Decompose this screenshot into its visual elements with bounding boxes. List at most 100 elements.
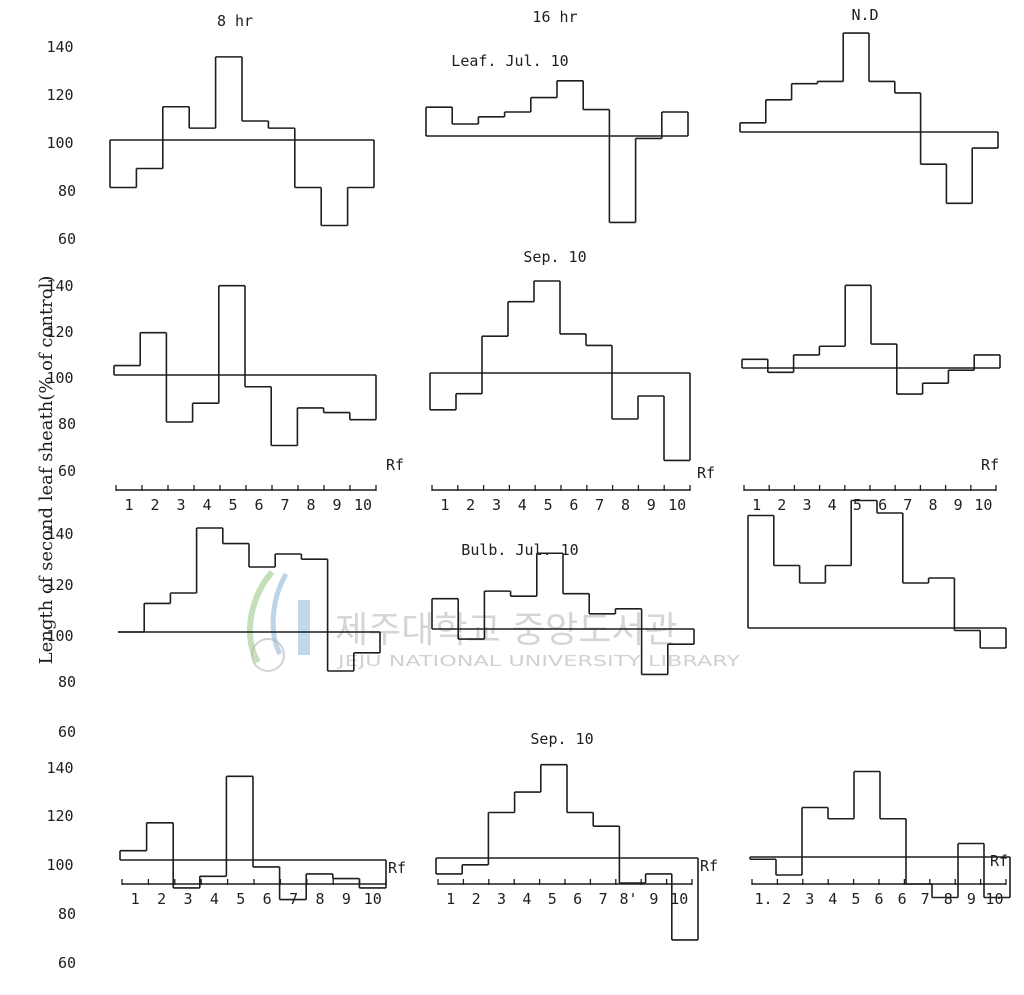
y-tick-label: 80 xyxy=(58,182,76,200)
rf-axis: 1 2 3 4 5 6 7 8 9 10 Rf xyxy=(121,859,406,908)
bar xyxy=(248,543,276,568)
x-tick-label: 6 xyxy=(254,496,263,514)
x-tick-label: 1 xyxy=(440,496,449,514)
column-title-16hr: 16 hr xyxy=(532,8,577,26)
bar xyxy=(947,369,975,384)
x-tick-label: 4 xyxy=(210,890,219,908)
bar xyxy=(566,764,594,814)
bar xyxy=(921,382,949,395)
bar xyxy=(483,590,511,640)
x-tick-label: 9 xyxy=(342,890,351,908)
rf-axis-label: Rf xyxy=(981,456,999,474)
bar xyxy=(919,92,947,165)
bar xyxy=(585,333,612,347)
bar xyxy=(507,300,534,337)
bar xyxy=(559,281,586,335)
bar xyxy=(143,602,171,632)
bar xyxy=(818,345,846,355)
bar xyxy=(945,164,973,205)
bar xyxy=(270,386,298,447)
x-tick-label: 2 xyxy=(777,496,786,514)
x-tick-label: 2 xyxy=(157,890,166,908)
bar xyxy=(927,577,955,583)
y-tick-label: 120 xyxy=(46,576,73,594)
x-tick-label: 6 xyxy=(263,890,272,908)
x-tick-label: 1 xyxy=(131,890,140,908)
x-tick-label: 10 xyxy=(668,496,686,514)
x-tick-label: 6 xyxy=(874,890,883,908)
x-tick-label: 7 xyxy=(280,496,289,514)
panel-7 xyxy=(118,527,381,672)
bar xyxy=(983,843,1011,899)
bar xyxy=(608,109,636,224)
y-tick-label: 100 xyxy=(46,627,73,645)
x-tick-label: 9 xyxy=(332,496,341,514)
panel-10 xyxy=(119,775,387,901)
rf-axis-label: Rf xyxy=(386,456,404,474)
bar xyxy=(145,821,174,851)
bar xyxy=(509,591,537,597)
bar xyxy=(792,354,820,373)
column-title-nd: N.D xyxy=(851,6,878,24)
x-tick-label: 5 xyxy=(236,890,245,908)
y-axis-row-1: 140 120 100 80 60 xyxy=(46,38,76,248)
bar xyxy=(739,122,766,132)
bar xyxy=(199,875,227,888)
x-tick-label: 7 xyxy=(903,496,912,514)
bar xyxy=(481,335,508,394)
bar xyxy=(979,628,1007,649)
bar xyxy=(666,629,695,675)
bar xyxy=(429,373,456,411)
x-tick-label: 1 xyxy=(446,890,455,908)
x-tick-label: 5 xyxy=(228,496,237,514)
x-tick-label: 1. xyxy=(755,890,773,908)
rf-axis: 1 2 3 4 5 6 7 8 9 10 Rf xyxy=(115,456,404,514)
y-axis-row-2: 140 120 100 80 60 xyxy=(46,277,76,480)
bar xyxy=(135,167,163,188)
bar xyxy=(218,284,245,404)
x-tick-label: 1 xyxy=(124,496,133,514)
bar xyxy=(214,56,242,129)
bar xyxy=(346,140,375,226)
panel-4 xyxy=(113,284,377,447)
bar xyxy=(431,597,459,629)
panel-9 xyxy=(747,499,1007,649)
bar xyxy=(801,806,828,875)
bar xyxy=(461,864,489,874)
bar xyxy=(953,578,981,632)
x-tick-label: 10 xyxy=(364,890,382,908)
y-axis-row-3: 140 120 100 80 60 xyxy=(46,525,76,741)
rf-axis-label: Rf xyxy=(990,852,1008,870)
x-tick-label: 7 xyxy=(289,890,298,908)
bar xyxy=(326,559,354,672)
bar xyxy=(457,598,485,640)
y-tick-label: 140 xyxy=(46,277,73,295)
bar xyxy=(535,552,563,597)
x-tick-label: 10 xyxy=(985,890,1003,908)
rf-axis: 1 2 3 4 5 6 7 8 9 10 Rf xyxy=(431,464,715,514)
bar xyxy=(169,592,197,604)
bar xyxy=(644,873,672,884)
bar xyxy=(320,187,348,227)
y-axis-label: Length of second leaf sheath(% of contro… xyxy=(36,276,57,665)
bar xyxy=(772,515,800,567)
bar xyxy=(267,121,295,129)
bar xyxy=(741,358,768,368)
bar xyxy=(348,375,377,421)
bar xyxy=(790,82,818,100)
rf-axis-label: Rf xyxy=(700,857,718,875)
x-tick-label: 6 xyxy=(569,496,578,514)
bar xyxy=(556,80,584,98)
y-tick-label: 140 xyxy=(46,759,73,777)
bar xyxy=(637,395,664,419)
bar xyxy=(477,116,505,124)
bar xyxy=(162,105,190,169)
y-tick-label: 120 xyxy=(46,807,73,825)
bar xyxy=(870,285,897,345)
bar xyxy=(853,770,880,819)
bar xyxy=(582,80,610,111)
bar xyxy=(225,775,253,877)
x-tick-label: 3 xyxy=(176,496,185,514)
x-tick-label: 6 xyxy=(878,496,887,514)
